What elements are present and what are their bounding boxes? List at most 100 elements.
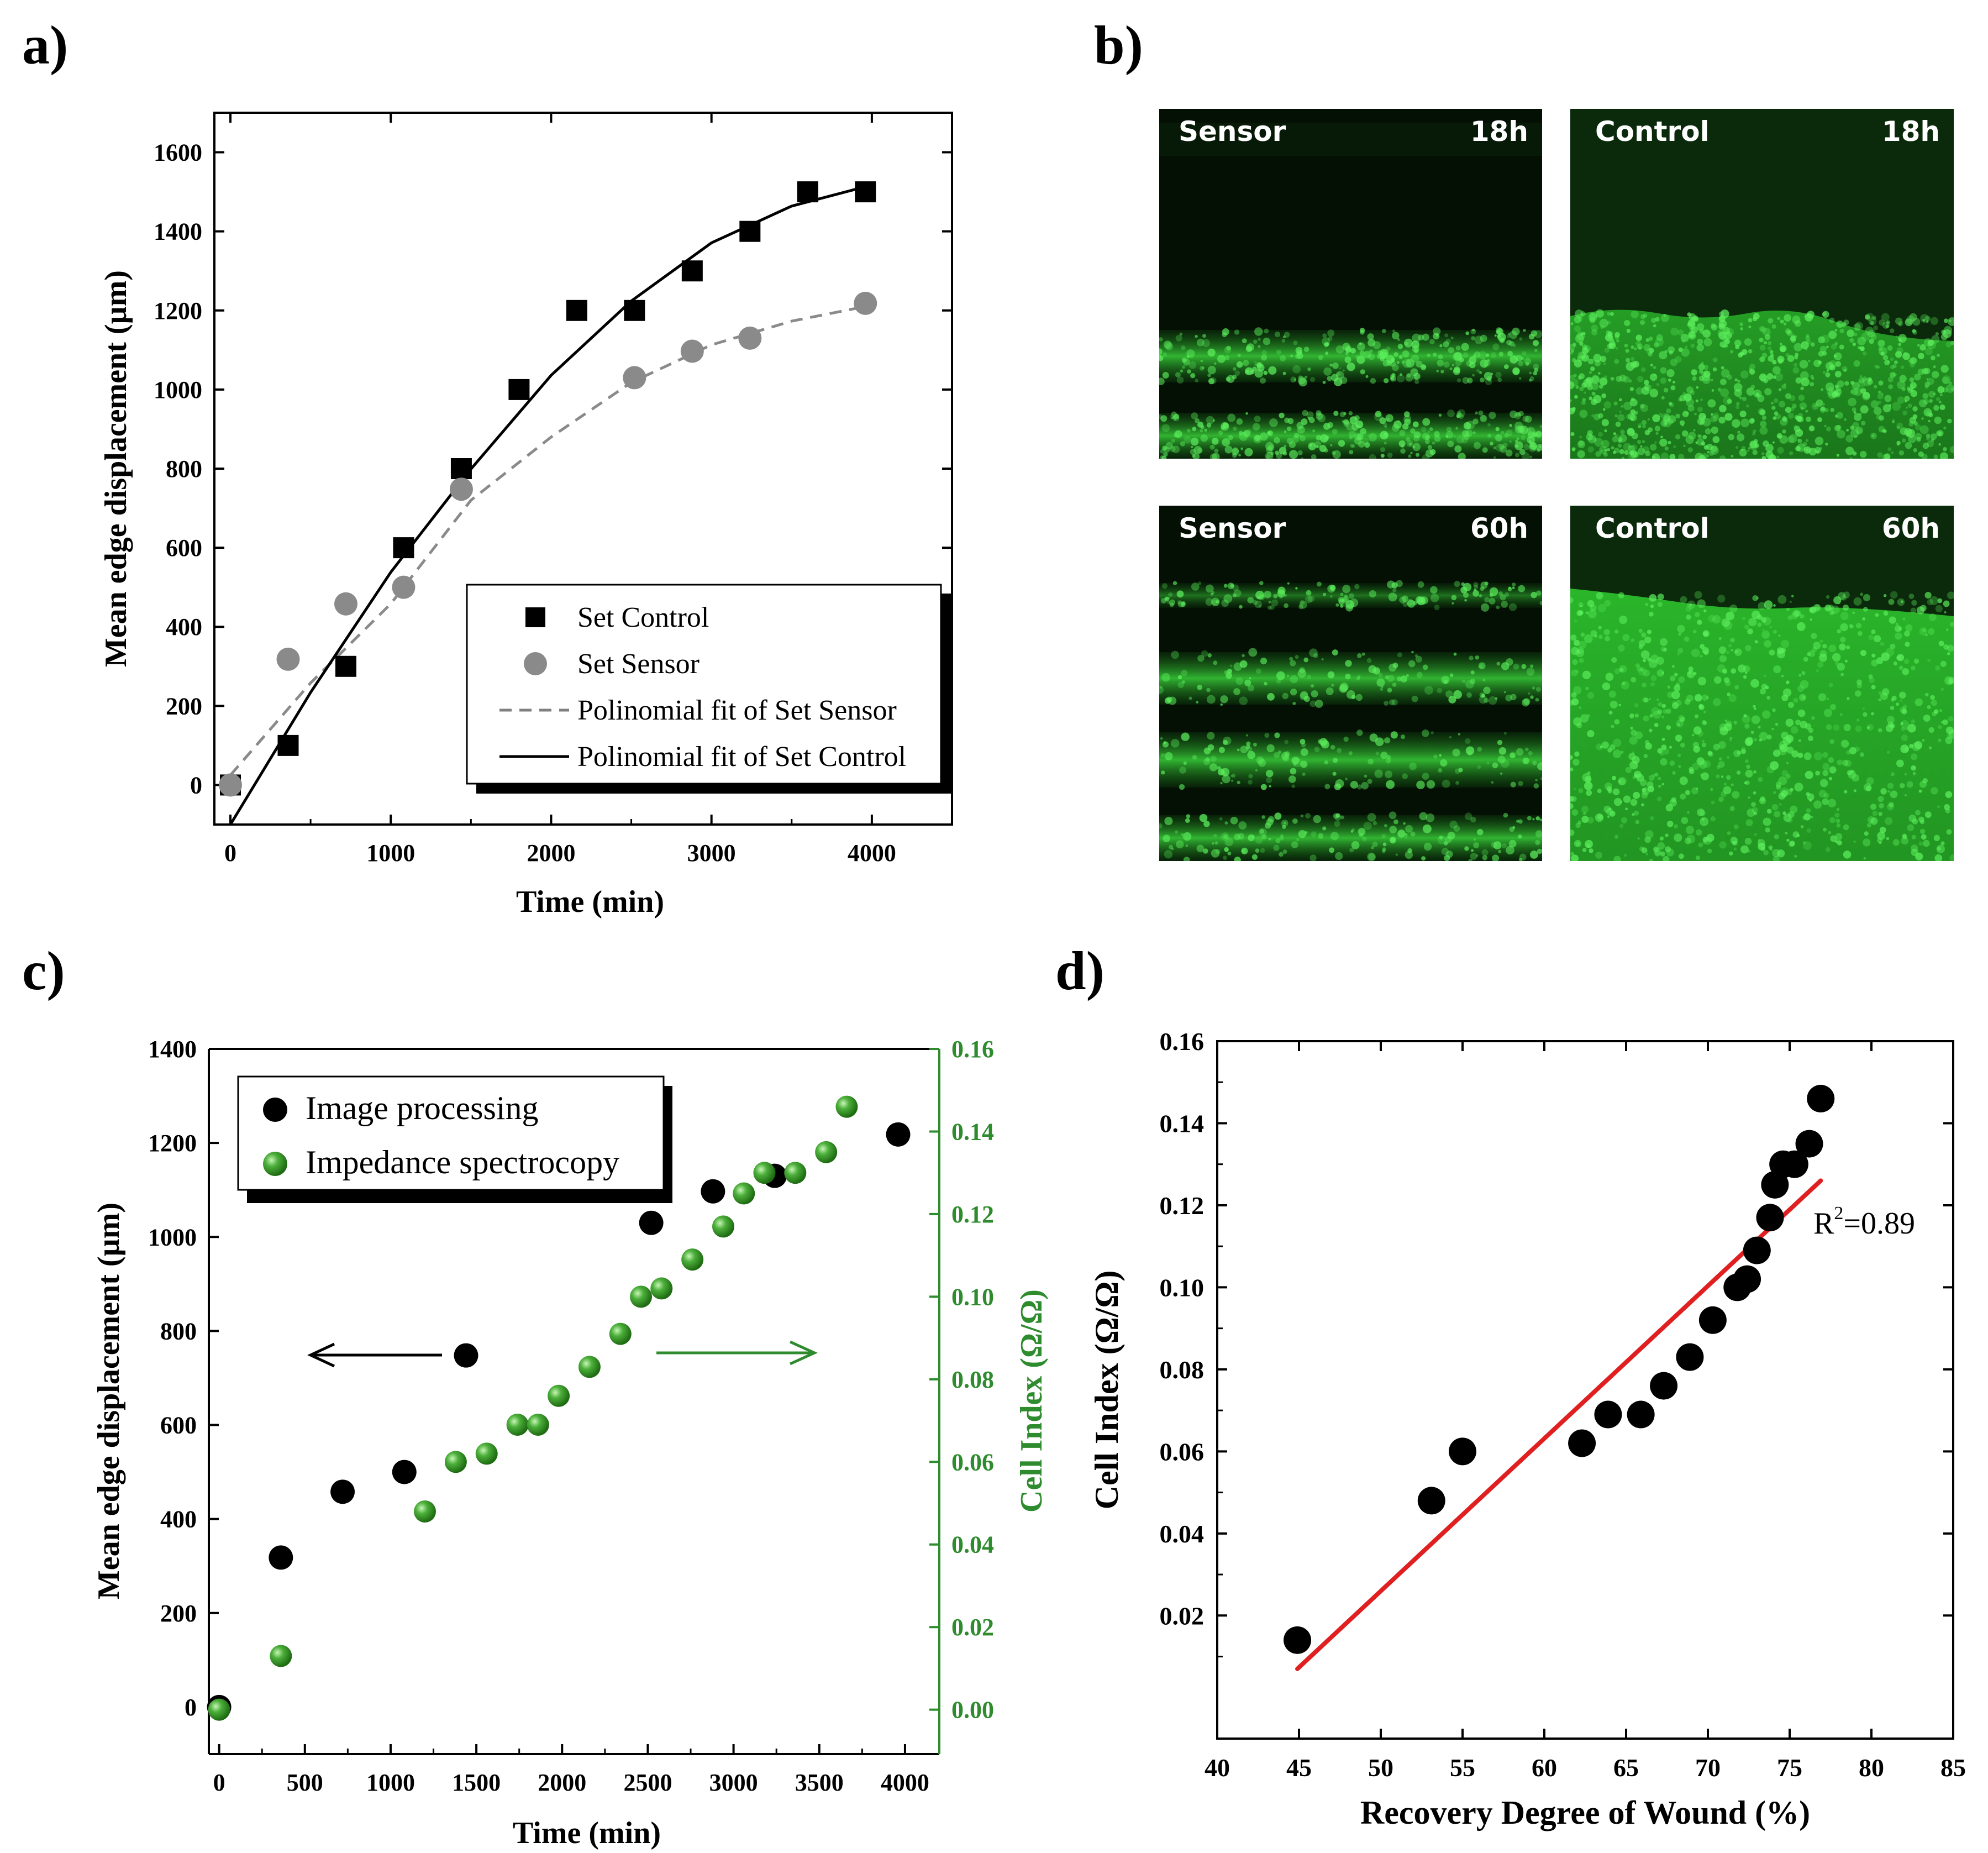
- cell-speckle: [1191, 412, 1198, 419]
- cell-speckle: [1829, 360, 1837, 368]
- cell-speckle: [1948, 679, 1954, 685]
- cell-speckle: [1624, 854, 1627, 857]
- cell-speckle: [1317, 581, 1322, 587]
- cell-speckle: [1203, 758, 1211, 765]
- cell-speckle: [1732, 791, 1740, 799]
- cell-speckle: [1838, 592, 1846, 600]
- cell-speckle: [1573, 717, 1582, 726]
- chart-a: 0 1000 2000 3000 400002004006008001000120014…: [99, 112, 953, 919]
- cell-speckle: [1195, 334, 1198, 338]
- cell-speckle: [1576, 647, 1584, 654]
- cell-speckle: [1186, 428, 1191, 433]
- cell-speckle: [1573, 788, 1576, 791]
- cell-speckle: [1837, 759, 1843, 765]
- cell-speckle: [1929, 613, 1937, 621]
- cell-speckle: [1354, 433, 1361, 440]
- cell-speckle: [1912, 318, 1921, 326]
- cell-speckle: [1643, 344, 1651, 351]
- cell-speckle: [1481, 603, 1490, 612]
- cell-speckle: [1898, 334, 1907, 343]
- cell-speckle: [1700, 361, 1704, 366]
- cell-speckle: [1375, 411, 1382, 417]
- cell-speckle: [1786, 838, 1790, 842]
- cell-speckle: [1853, 360, 1860, 367]
- cell-speckle: [1903, 351, 1907, 356]
- cell-speckle: [1184, 436, 1191, 444]
- cell-speckle: [1390, 375, 1396, 382]
- cell-speckle: [1887, 447, 1892, 452]
- cell-speckle: [1619, 449, 1624, 454]
- cell-speckle: [1768, 845, 1773, 850]
- cell-speckle: [1458, 768, 1463, 773]
- cell-speckle: [1506, 846, 1514, 855]
- cell-speckle: [1764, 334, 1771, 340]
- cell-speckle: [1506, 658, 1513, 666]
- cell-speckle: [1942, 377, 1949, 385]
- cell-speckle: [1701, 743, 1707, 748]
- cell-speckle: [1664, 350, 1668, 353]
- cell-speckle: [1650, 675, 1657, 681]
- cell-speckle: [1826, 697, 1829, 701]
- cell-speckle: [1638, 667, 1647, 676]
- cell-speckle: [1678, 676, 1685, 683]
- cell-speckle: [1677, 329, 1684, 336]
- cell-speckle: [1331, 684, 1334, 687]
- cell-speckle: [1350, 781, 1358, 789]
- cell-speckle: [1933, 365, 1936, 369]
- micrograph-label-right: 60h: [1470, 512, 1528, 544]
- cell-speckle: [1590, 605, 1597, 612]
- y-tick-label: 800: [160, 1317, 197, 1345]
- cell-speckle: [1339, 411, 1345, 417]
- cell-speckle: [1595, 309, 1604, 318]
- cell-speckle: [1570, 796, 1574, 802]
- cell-speckle: [1461, 343, 1469, 351]
- cell-speckle: [1642, 424, 1646, 429]
- cell-speckle: [1588, 358, 1594, 365]
- cell-speckle: [1370, 377, 1376, 384]
- cell-speckle: [1630, 450, 1638, 458]
- cell-speckle: [1214, 362, 1217, 365]
- cell-speckle: [1908, 435, 1916, 443]
- cell-speckle: [1571, 809, 1579, 816]
- cell-speckle: [1440, 370, 1444, 374]
- cell-speckle: [1624, 450, 1629, 455]
- cell-speckle: [1355, 694, 1363, 701]
- cell-speckle: [1291, 784, 1295, 788]
- cell-speckle: [1169, 446, 1176, 452]
- cell-speckle: [1360, 369, 1365, 375]
- cell-speckle: [1859, 346, 1865, 351]
- cell-speckle: [1943, 426, 1947, 430]
- cell-speckle: [1614, 719, 1620, 725]
- cell-speckle: [1864, 831, 1869, 836]
- cell-speckle: [1729, 737, 1733, 739]
- cell-speckle: [1623, 376, 1630, 383]
- cell-speckle: [1480, 586, 1485, 591]
- cell-speckle: [1898, 323, 1902, 327]
- cell-speckle: [1354, 415, 1360, 421]
- cell-speckle: [1360, 428, 1366, 435]
- cell-speckle: [1731, 783, 1734, 786]
- micrograph-label-left: Sensor: [1179, 116, 1286, 148]
- cell-speckle: [1180, 441, 1186, 447]
- cell-speckle: [1338, 440, 1345, 447]
- cell-speckle: [1580, 605, 1582, 607]
- cell-speckle: [1658, 784, 1661, 788]
- cell-speckle: [1761, 631, 1770, 639]
- y-tick-label: 600: [160, 1412, 197, 1439]
- cell-speckle: [1634, 703, 1639, 708]
- cell-speckle: [1840, 673, 1844, 676]
- cell-speckle: [1698, 704, 1705, 710]
- cell-speckle: [1497, 333, 1506, 342]
- cell-speckle: [1821, 388, 1824, 391]
- cell-speckle: [1503, 812, 1508, 818]
- cell-speckle: [1357, 424, 1361, 429]
- cell-speckle: [1654, 723, 1659, 727]
- cell-speckle: [1791, 595, 1794, 597]
- cell-speckle: [1773, 416, 1776, 420]
- cell-speckle: [1896, 759, 1904, 768]
- cell-speckle: [1300, 748, 1308, 756]
- cell-speckle: [1364, 442, 1370, 448]
- cell-speckle: [1402, 423, 1409, 430]
- cell-speckle: [1613, 432, 1617, 435]
- cell-speckle: [1233, 688, 1240, 695]
